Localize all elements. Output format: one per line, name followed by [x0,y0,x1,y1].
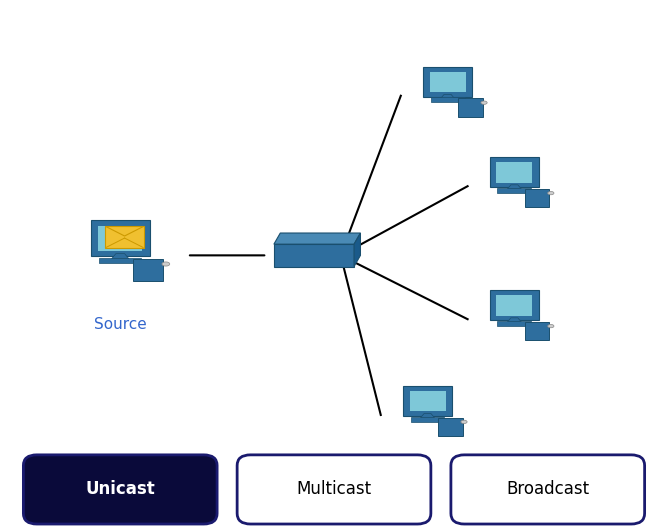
Polygon shape [274,233,361,244]
FancyBboxPatch shape [451,455,645,524]
FancyBboxPatch shape [237,455,431,524]
Polygon shape [274,244,354,267]
FancyBboxPatch shape [100,258,141,263]
Text: Source: Source [94,317,146,332]
FancyBboxPatch shape [23,455,217,524]
FancyBboxPatch shape [409,391,446,411]
Polygon shape [354,233,361,267]
FancyBboxPatch shape [490,290,538,320]
Polygon shape [441,94,454,98]
Ellipse shape [162,262,170,266]
FancyBboxPatch shape [524,322,549,340]
FancyBboxPatch shape [498,321,531,326]
Ellipse shape [548,325,554,328]
Polygon shape [508,318,521,322]
Ellipse shape [481,101,487,104]
FancyBboxPatch shape [438,418,462,436]
FancyBboxPatch shape [496,295,532,315]
Text: Multicast: Multicast [297,480,371,498]
FancyBboxPatch shape [424,67,472,97]
FancyBboxPatch shape [411,417,444,421]
Polygon shape [112,254,129,259]
Text: Broadcast: Broadcast [506,480,589,498]
FancyBboxPatch shape [458,98,482,117]
FancyBboxPatch shape [91,220,150,256]
FancyBboxPatch shape [524,189,549,207]
FancyBboxPatch shape [403,386,452,416]
Text: Unicast: Unicast [86,480,155,498]
Polygon shape [508,185,521,189]
FancyBboxPatch shape [431,97,464,102]
Polygon shape [421,413,434,418]
FancyBboxPatch shape [98,226,142,251]
FancyBboxPatch shape [105,226,144,248]
FancyBboxPatch shape [430,72,466,92]
Ellipse shape [461,420,467,423]
FancyBboxPatch shape [490,157,538,187]
FancyBboxPatch shape [496,162,532,182]
Ellipse shape [548,192,554,195]
FancyBboxPatch shape [498,188,531,193]
FancyBboxPatch shape [134,259,164,281]
